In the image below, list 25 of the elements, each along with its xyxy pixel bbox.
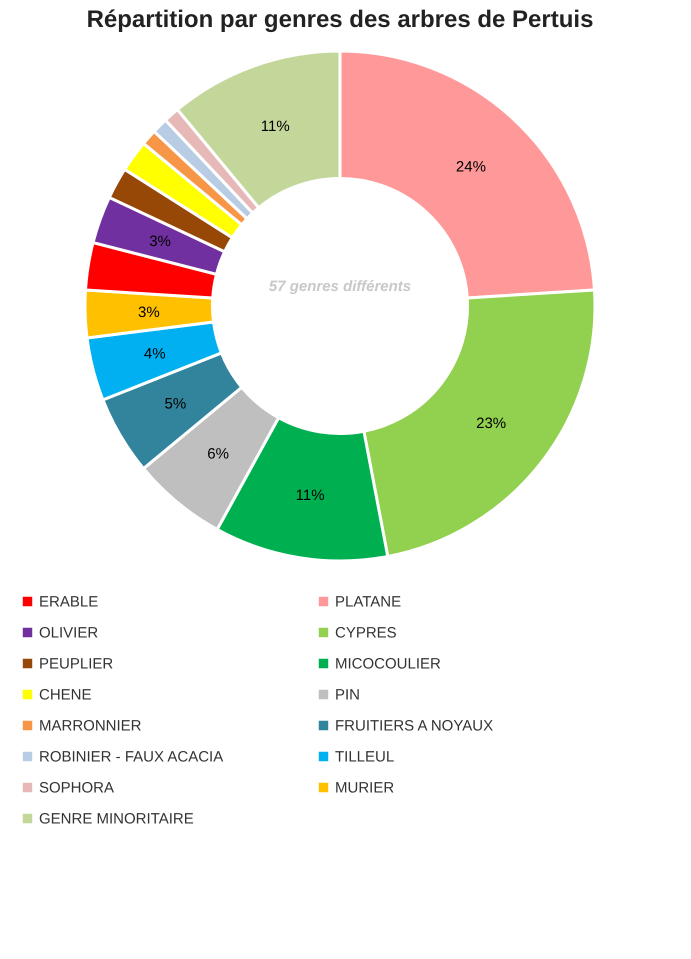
data-label: 23% <box>476 415 506 432</box>
data-label: 4% <box>144 346 166 363</box>
legend-label: PLATANE <box>335 594 402 611</box>
data-label: 5% <box>164 395 186 412</box>
legend-label: CYPRES <box>335 624 397 642</box>
legend-label: FRUITIERS A NOYAUX <box>335 718 494 734</box>
data-label: 3% <box>149 233 171 250</box>
data-label: 11% <box>296 486 325 504</box>
data-label: 11% <box>260 118 290 136</box>
data-label: 6% <box>207 445 229 462</box>
data-label: 24% <box>456 158 486 176</box>
legend-label: ERABLE <box>39 594 98 611</box>
legend-label: MICOCOULIER <box>335 656 442 672</box>
legend-label: GENRE MINORITAIRE <box>39 810 194 828</box>
chart-title: Répartition par genres des arbres de Pertuis <box>86 6 594 33</box>
legend-label: OLIVIER <box>39 624 98 642</box>
legend-label: MARRONNIER <box>39 718 142 734</box>
legend-label: PIN <box>335 686 360 704</box>
legend-label: PEUPLIER <box>39 656 114 672</box>
legend-label: CHENE <box>39 686 92 704</box>
legend-label: SOPHORA <box>39 780 114 796</box>
legend-label: ROBINIER - FAUX ACACIA <box>39 748 224 766</box>
legend-label: TILLEUL <box>335 748 394 766</box>
data-label: 3% <box>138 304 160 322</box>
legend-label: MURIER <box>335 780 394 796</box>
